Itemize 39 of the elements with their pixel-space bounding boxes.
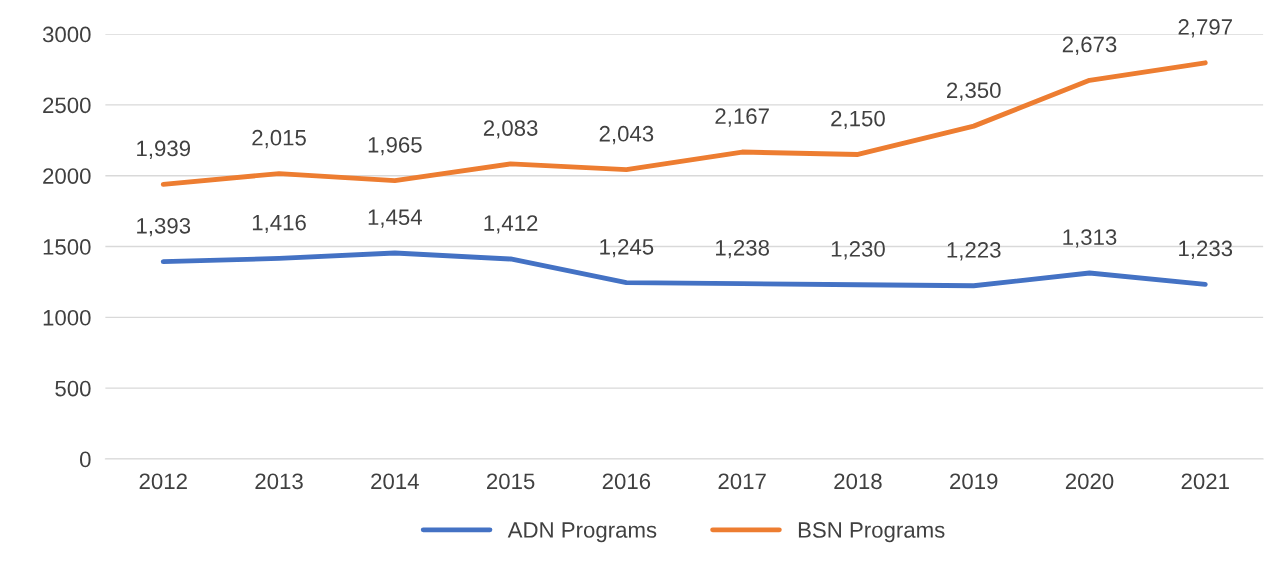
data-label: 1,313 <box>1063 229 1117 248</box>
x-tick-label: 2014 <box>371 473 419 490</box>
x-tick-label: 2021 <box>1181 473 1229 490</box>
data-label: 1,454 <box>368 209 422 228</box>
y-tick-label: 1000 <box>43 309 91 326</box>
x-tick-label: 2013 <box>255 473 303 490</box>
data-label: 1,939 <box>137 140 191 159</box>
y-tick-label: 2500 <box>43 97 91 114</box>
data-label: 2,015 <box>252 129 306 149</box>
x-tick-label: 2019 <box>950 473 998 490</box>
data-label: 2,797 <box>1178 19 1232 38</box>
x-tick-label: 2018 <box>834 473 882 490</box>
data-label: 1,412 <box>484 215 538 234</box>
legend-label: ADN Programs <box>507 522 657 543</box>
data-label: 1,965 <box>368 136 422 156</box>
data-label: 2,350 <box>947 82 1001 101</box>
y-tick-label: 0 <box>79 451 91 468</box>
x-tick-label: 2017 <box>718 473 766 490</box>
y-tick-label: 500 <box>55 380 91 397</box>
x-tick-label: 2015 <box>487 473 535 490</box>
data-label: 1,393 <box>137 217 191 237</box>
data-label: 1,223 <box>947 242 1001 261</box>
data-label: 1,416 <box>252 214 306 234</box>
data-label: 2,673 <box>1062 36 1117 55</box>
data-label: 2,150 <box>831 110 885 130</box>
x-tick-label: 2012 <box>139 473 187 490</box>
data-label: 2,167 <box>715 108 769 127</box>
y-tick-label: 2000 <box>43 168 91 184</box>
data-label: 1,238 <box>716 239 769 259</box>
data-label: 1,245 <box>600 238 654 258</box>
data-label: 1,233 <box>1179 240 1233 259</box>
data-label: 1,230 <box>831 241 885 260</box>
y-tick-label: 3000 <box>42 26 91 43</box>
x-tick-label: 2016 <box>602 473 651 490</box>
y-tick-label: 1500 <box>43 239 91 255</box>
data-label: 2,083 <box>483 120 538 139</box>
data-label: 2,043 <box>599 125 654 145</box>
x-tick-label: 2020 <box>1065 473 1114 490</box>
legend-label: BSN Programs <box>798 522 945 543</box>
